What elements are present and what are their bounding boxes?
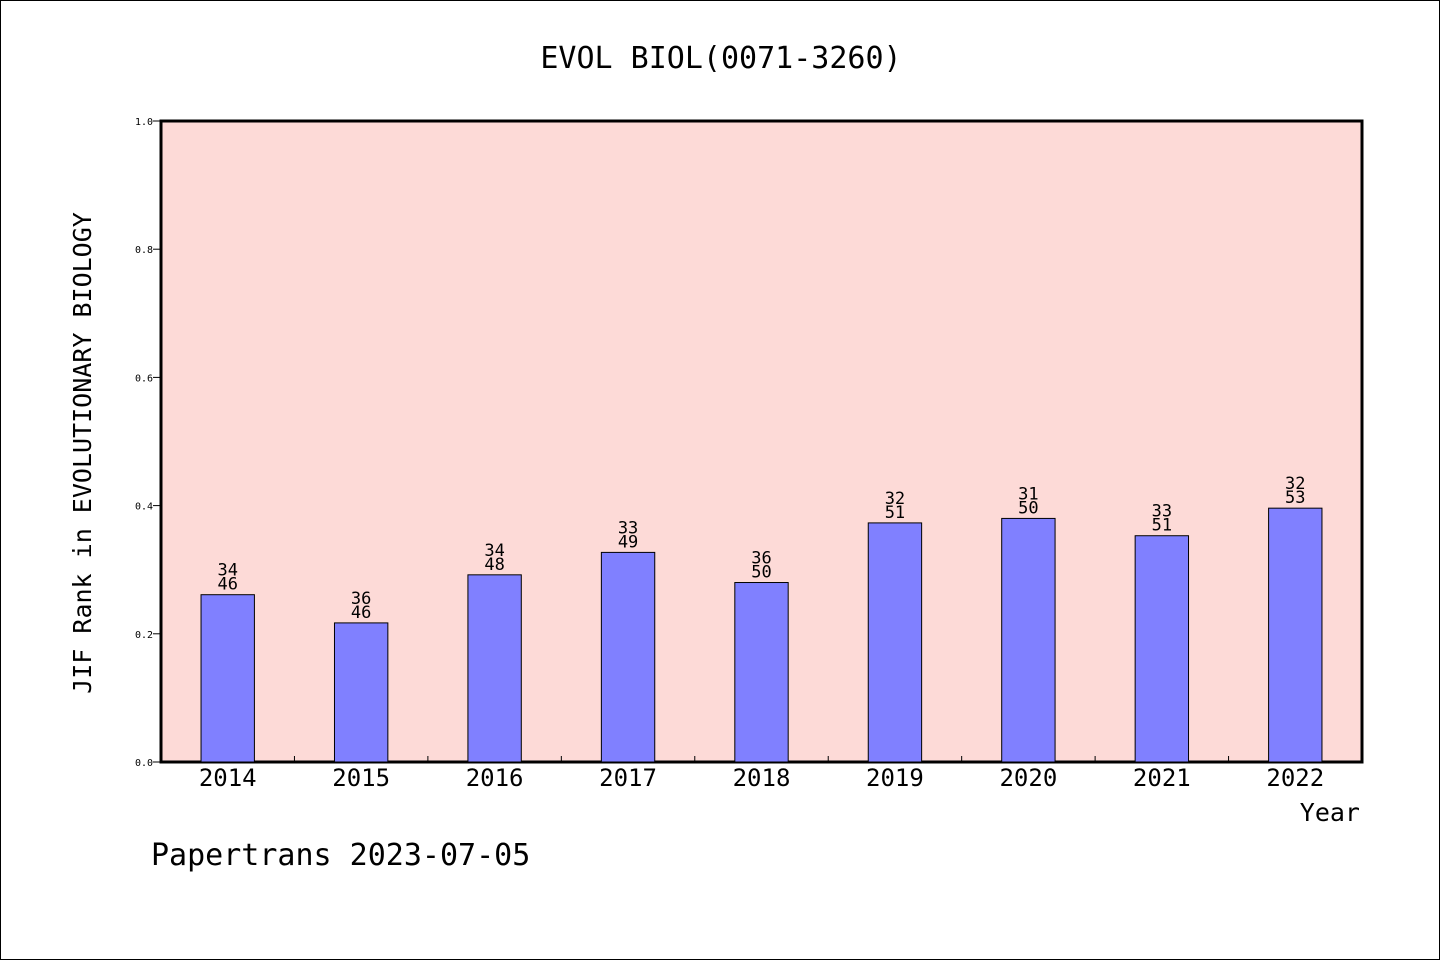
bar-2019 <box>867 522 923 763</box>
x-tick-label: 2020 <box>999 764 1057 792</box>
y-tick-label: 0.2 <box>135 630 153 641</box>
bar-label-top: 32 <box>1285 474 1305 494</box>
y-tick-label: 0.0 <box>135 758 153 769</box>
bar-2018 <box>734 582 789 763</box>
bar-2021 <box>1134 535 1190 763</box>
bar-label-bottom: 53 <box>1285 488 1305 508</box>
footer-text: Papertrans 2023-07-05 <box>151 838 530 873</box>
x-axis-label: Year <box>1300 798 1360 827</box>
bar-label-bottom: 51 <box>885 503 905 523</box>
bar-2022 <box>1268 507 1323 763</box>
bar-label-top: 33 <box>618 518 638 538</box>
x-tick-label: 2014 <box>199 764 257 792</box>
x-tick-label: 2022 <box>1266 764 1324 792</box>
x-tick-label: 2019 <box>866 764 924 792</box>
bar-label-bottom: 49 <box>618 532 638 552</box>
x-tick-label: 2021 <box>1133 764 1191 792</box>
y-axis-label: JIF Rank in EVOLUTIONARY BIOLOGY <box>68 212 97 694</box>
bar-label-top: 33 <box>1152 502 1172 522</box>
x-tick-label: 2017 <box>599 764 657 792</box>
x-tick-label: 2015 <box>332 764 390 792</box>
bar-2014 <box>200 594 255 763</box>
bar-2020 <box>1001 517 1056 763</box>
y-axis: 0.0 0.2 0.4 0.6 0.8 1.0 <box>135 117 161 769</box>
bar-label-top: 31 <box>1018 484 1038 504</box>
bar-label-bottom: 48 <box>484 555 504 575</box>
x-axis: 2014 2015 2016 2017 2018 2019 2020 2021 2022 <box>199 756 1324 792</box>
bar-label-top: 34 <box>217 561 237 581</box>
bar-2017 <box>600 551 656 763</box>
y-tick-label: 0.6 <box>135 373 153 384</box>
bar-label-bottom: 46 <box>351 603 371 623</box>
y-tick-label: 0.4 <box>135 502 153 513</box>
chart-title: EVOL BIOL(0071-3260) <box>540 41 901 76</box>
bar-label-top: 34 <box>484 541 504 561</box>
bar-label-top: 32 <box>885 489 905 509</box>
bar-label-top: 36 <box>751 549 771 569</box>
bar-label-bottom: 50 <box>751 563 771 583</box>
x-tick-label: 2018 <box>733 764 791 792</box>
y-tick-label: 1.0 <box>135 117 153 128</box>
bar-label-bottom: 50 <box>1018 498 1038 518</box>
bar-label-bottom: 46 <box>217 575 237 595</box>
y-tick-label: 0.8 <box>135 245 153 256</box>
bar-2015 <box>333 622 389 763</box>
bar-label-bottom: 51 <box>1152 516 1172 536</box>
x-tick-label: 2016 <box>466 764 524 792</box>
bar-label-top: 36 <box>351 589 371 609</box>
bar-2016 <box>467 574 522 763</box>
